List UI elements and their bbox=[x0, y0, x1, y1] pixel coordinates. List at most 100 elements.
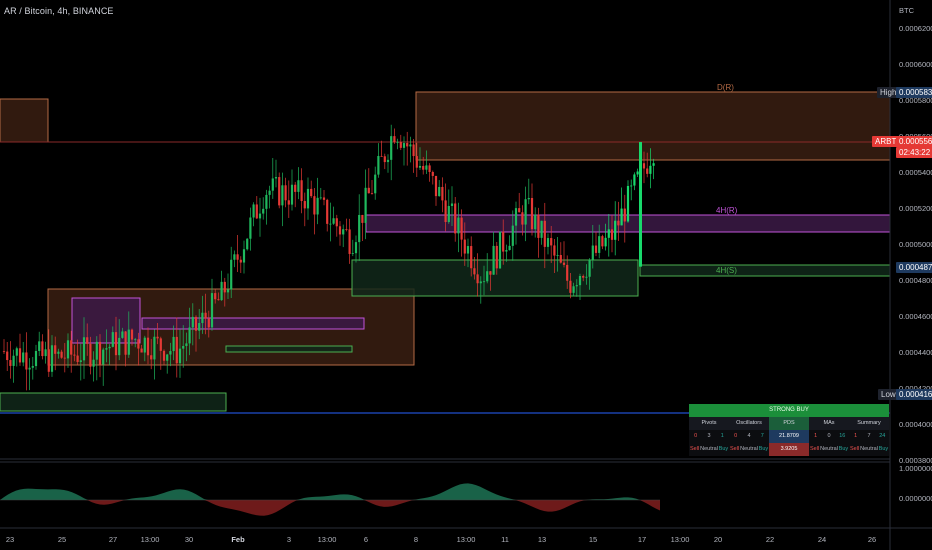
candle-body bbox=[153, 336, 156, 360]
candle-body bbox=[265, 194, 268, 209]
candle-body bbox=[230, 259, 233, 290]
oscillator-layer bbox=[0, 483, 660, 516]
summary-value: 7 bbox=[760, 433, 764, 439]
candle-body bbox=[204, 312, 207, 319]
candle-body bbox=[338, 226, 342, 235]
price-tick: 0.0005800 bbox=[899, 96, 932, 105]
candle-body bbox=[425, 165, 428, 170]
candle-body bbox=[169, 351, 172, 355]
candle-body bbox=[178, 348, 182, 364]
candle-body bbox=[217, 299, 220, 301]
candle-body bbox=[175, 336, 178, 364]
candle-body bbox=[505, 250, 508, 252]
time-tick: 6 bbox=[363, 535, 369, 544]
candle-body bbox=[146, 337, 150, 356]
candle-body bbox=[566, 264, 569, 281]
candle-body bbox=[121, 331, 124, 338]
candle-body bbox=[377, 155, 380, 175]
time-tick: 25 bbox=[57, 535, 67, 544]
summary-title: STRONG BUY bbox=[689, 404, 889, 417]
candle-body bbox=[550, 238, 553, 246]
candle-body bbox=[44, 349, 47, 357]
candle-body bbox=[543, 220, 546, 247]
candle-body bbox=[182, 345, 185, 349]
candle-body bbox=[614, 220, 617, 240]
symbol-short-tag: ARBTC bbox=[872, 136, 906, 147]
candle-body bbox=[495, 245, 498, 269]
time-tick: 3 bbox=[286, 535, 292, 544]
candle-body bbox=[271, 178, 274, 191]
oscillator-positive bbox=[0, 483, 660, 500]
candle-body bbox=[329, 223, 332, 225]
price-tick: 0.0005400 bbox=[899, 168, 932, 177]
candle-body bbox=[31, 366, 34, 368]
candle-body bbox=[354, 242, 358, 254]
candle-body bbox=[150, 355, 153, 360]
candle-body bbox=[358, 214, 361, 243]
candle-body bbox=[412, 144, 415, 157]
time-tick: 13 bbox=[537, 535, 547, 544]
summary-word: Sell bbox=[729, 446, 740, 452]
candle-body bbox=[342, 229, 345, 235]
summary-value: 16 bbox=[839, 433, 846, 439]
candle-body bbox=[332, 218, 335, 224]
oscillator-negative bbox=[0, 500, 660, 516]
candle-body bbox=[220, 281, 223, 301]
candle-body bbox=[201, 312, 204, 324]
zone-support-mid bbox=[351, 259, 639, 297]
zone-label-4h-s: 4H(S) bbox=[716, 266, 737, 275]
summary-value: 0 bbox=[827, 433, 831, 439]
summary-word: Buy bbox=[878, 446, 889, 452]
symbol-title[interactable]: AR / Bitcoin, 4h, BINANCE bbox=[4, 6, 114, 16]
summary-word: Buy bbox=[758, 446, 769, 452]
candle-body bbox=[322, 197, 326, 200]
candle-body bbox=[630, 185, 633, 187]
candle-body bbox=[114, 332, 118, 356]
candle-body bbox=[306, 188, 310, 209]
summary-word: Neutral bbox=[740, 446, 758, 452]
candle-body bbox=[290, 184, 294, 205]
summary-values: 0 3 1 bbox=[689, 430, 729, 443]
candle-body bbox=[492, 245, 495, 275]
candle-body bbox=[28, 367, 31, 370]
ta-summary-table: STRONG BUY Pivots Oscillators PDS MAs Summar… bbox=[689, 404, 889, 456]
candle-body bbox=[6, 351, 9, 361]
candle-body bbox=[473, 268, 476, 275]
candle-body bbox=[162, 350, 166, 361]
time-tick: Feb bbox=[231, 535, 245, 544]
candle-body bbox=[98, 341, 102, 365]
time-tick: 13:00 bbox=[140, 535, 160, 544]
candle-body bbox=[166, 354, 169, 361]
candle-body bbox=[524, 199, 527, 225]
candle-body bbox=[642, 163, 646, 169]
candle-body bbox=[226, 289, 230, 293]
summary-word: Sell bbox=[809, 446, 820, 452]
summary-value: 24 bbox=[879, 433, 886, 439]
candle-body bbox=[553, 245, 556, 256]
candle-body bbox=[431, 171, 434, 176]
time-tick: 24 bbox=[817, 535, 827, 544]
summary-values: 0 4 7 bbox=[729, 430, 769, 443]
summary-words: Sell Neutral Buy bbox=[849, 443, 889, 456]
candle-body bbox=[258, 213, 262, 219]
candle-body bbox=[95, 341, 98, 360]
candle-body bbox=[25, 352, 28, 370]
candle-body bbox=[41, 341, 44, 357]
candle-body bbox=[210, 293, 214, 328]
summary-words: Sell Neutral Buy bbox=[689, 443, 729, 456]
time-tick: 22 bbox=[765, 535, 775, 544]
candle-body bbox=[188, 327, 191, 344]
candle-body bbox=[386, 159, 390, 163]
price-tick: 0.0006000 bbox=[899, 60, 932, 69]
candle-body bbox=[284, 185, 287, 201]
summary-group-name: MAs bbox=[823, 420, 835, 426]
candle-body bbox=[12, 355, 15, 366]
candle-body bbox=[233, 254, 236, 260]
candle-body bbox=[402, 143, 406, 148]
candle-body bbox=[246, 238, 249, 250]
candle-body bbox=[316, 197, 319, 215]
candle-body bbox=[623, 208, 626, 222]
candle-body bbox=[130, 329, 134, 340]
candle-body bbox=[9, 360, 12, 366]
